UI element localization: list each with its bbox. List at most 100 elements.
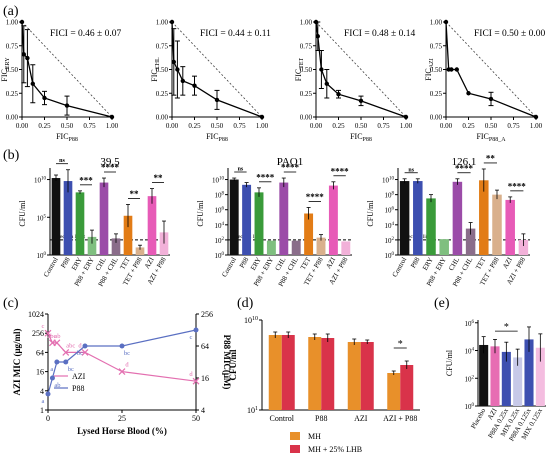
data-point — [21, 52, 26, 57]
bar-control — [51, 178, 61, 255]
significance-label: * — [398, 339, 403, 350]
y-tick-label: 0.00 — [300, 114, 313, 122]
x-axis-label: FICP88_A — [476, 132, 506, 143]
x-tick-label: 0.25 — [38, 122, 51, 130]
y-tick-label: 0.50 — [6, 66, 19, 74]
y2-tick-label: 4 — [201, 406, 205, 415]
stat-letter: bc — [77, 350, 83, 357]
x-tick-label: 1.00 — [530, 122, 543, 130]
cfu-subplot-2: 126.11001021041061081010CFU/mlDetection … — [366, 153, 530, 288]
y-tick-label: 1.00 — [6, 19, 19, 27]
fic-subplot-0: 0.000.00 0.25 0.25 0.50 0.50 0.75 0.75 1.00 1.00… — [0, 19, 122, 144]
azi-point — [53, 339, 61, 347]
y-tick-label: 104 — [385, 222, 395, 230]
x-axis-label: FICP88 — [56, 132, 78, 143]
bar-azi-p88 — [518, 239, 529, 255]
significance-label: ** — [486, 153, 496, 163]
y-tick-label: 100 — [465, 403, 475, 411]
y-tick-label: 1.00 — [430, 19, 443, 27]
stat-letter: ab — [54, 382, 60, 389]
bar-p88 — [242, 184, 252, 255]
bar-azi — [147, 196, 157, 255]
data-point — [454, 67, 459, 72]
x-tick-label: Control — [42, 256, 60, 279]
bar-tet — [123, 215, 133, 255]
y-tick-label: 16 — [36, 368, 44, 377]
x-axis-label: Lysed Horse Blood (%) — [77, 426, 167, 436]
y-axis-label: CFU/ml — [366, 200, 375, 227]
azi-point — [44, 329, 52, 337]
data-point — [19, 19, 25, 25]
x-tick-label: 0.50 — [355, 122, 368, 130]
additivity-line — [445, 21, 537, 118]
bar-mix-0-125x — [535, 347, 545, 406]
legend-label: P88 — [72, 384, 84, 393]
bar-mh — [387, 373, 401, 410]
data-point — [466, 91, 471, 96]
x-tick-label: 0.25 — [332, 122, 345, 130]
subplot-title: 39.5 — [100, 156, 120, 168]
x-tick-label: AZI + P88 — [383, 414, 417, 423]
bar-chl — [452, 181, 463, 255]
subplot-title: PAO1 — [277, 156, 304, 168]
y-tick-label: 102 — [465, 375, 475, 383]
significance-label: *** — [79, 175, 93, 185]
p88-point — [193, 327, 199, 333]
data-point — [319, 67, 324, 72]
x-tick-label: 50 — [192, 414, 200, 423]
y-tick-label: 0.00 — [156, 114, 169, 122]
bar-ery — [254, 192, 264, 255]
y2-tick-label: 256 — [201, 310, 213, 319]
y-tick-label: 0.75 — [300, 42, 313, 50]
azi-point — [118, 368, 126, 376]
data-point — [64, 103, 70, 108]
significance-label: **** — [306, 192, 325, 202]
x-tick-label: 25 — [118, 414, 126, 423]
bar-tet-p88 — [316, 237, 326, 255]
azi-point — [192, 377, 200, 385]
panel-label-b: (b) — [3, 148, 20, 163]
x-tick-label: 0.00 — [166, 122, 179, 130]
stat-letter: ab — [54, 333, 60, 340]
y-tick-label: 106 — [465, 320, 475, 328]
bar-mix-0-25x — [513, 357, 523, 406]
significance-label: * — [504, 322, 509, 333]
x-tick-label: AZI — [354, 414, 368, 423]
data-point — [30, 81, 35, 86]
series-line-p88 — [47, 329, 197, 395]
additivity-line — [171, 21, 263, 118]
p88-point — [119, 343, 125, 349]
significance-label: ns — [238, 167, 244, 173]
y-tick-label: 102 — [215, 237, 225, 245]
y-tick-label: 102 — [385, 237, 395, 245]
stat-letter: d — [189, 371, 193, 378]
y-axis-label: CFU/ml — [445, 349, 454, 376]
x-tick-label: 0 — [46, 414, 50, 423]
bar-p88-ery — [439, 239, 449, 255]
x-tick-label: 0.00 — [310, 122, 323, 130]
left-axis-label: AZI MIC (μg/ml) — [12, 328, 22, 395]
x-tick-label: Control — [270, 414, 295, 423]
y-tick-label: 0.75 — [156, 42, 169, 50]
panel-d-cfu-bars: 101 1010 CFU/ml Control P88 AZI AZI + P88 * MH MH… — [228, 316, 420, 454]
bar-ery — [426, 198, 436, 255]
additivity-line — [315, 21, 407, 118]
significance-label: ** — [154, 173, 164, 183]
bar-p88a-0-125x — [524, 339, 534, 406]
data-point — [324, 81, 329, 86]
bar-placebo — [479, 344, 489, 406]
bar-tet-p88 — [135, 247, 145, 255]
data-point — [109, 114, 115, 120]
legend-label: MH — [308, 432, 321, 441]
stat-letter: bc — [124, 350, 130, 357]
data-point — [533, 114, 539, 120]
panel-label-d: (d) — [237, 296, 254, 311]
series-line-azi — [47, 332, 197, 382]
bar-control — [229, 179, 239, 255]
y-tick-label: 0.50 — [156, 66, 169, 74]
x-tick-label: 1.00 — [400, 122, 413, 130]
bar-mh-25-lhb — [360, 342, 374, 410]
bar-mh — [308, 337, 322, 410]
legend-label: AZI — [72, 372, 86, 381]
